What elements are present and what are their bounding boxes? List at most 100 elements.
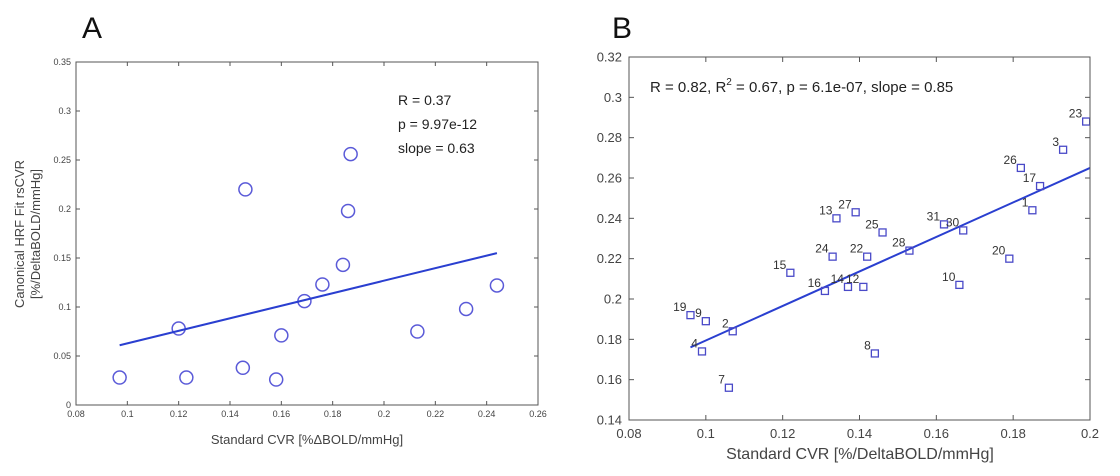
scatter-point	[828, 252, 837, 261]
panel-b: B 0.08 0.1 0.12 0.14 0.16 0.18 0.2 0.14 0.16 0.18…	[597, 12, 1099, 463]
panel-a-xlabel: Standard CVR [%ΔBOLD/mmHg]	[211, 432, 403, 447]
a-ytick-label: 0.1	[58, 302, 71, 312]
point-label: 22	[850, 242, 864, 256]
scatter-point	[235, 360, 251, 376]
scatter-point	[955, 280, 964, 290]
panel-a: A 0.08 0.1 0.12 0.14 0.16 0.18 0.2 0.22 0.24 0.26…	[12, 12, 547, 447]
a-xtick-label: 0.18	[324, 409, 342, 419]
b-xtick-label: 0.08	[616, 426, 641, 441]
scatter-point	[238, 182, 253, 197]
panel-a-letter: A	[82, 12, 102, 45]
point-label: 3	[1052, 135, 1059, 149]
scatter-point	[905, 246, 914, 255]
scatter-point	[728, 327, 737, 336]
scatter-point	[1005, 254, 1014, 263]
scatter-point	[724, 383, 734, 392]
b-xtick-label: 0.18	[1001, 426, 1026, 441]
scatter-point	[171, 321, 186, 336]
a-ytick-label: 0.05	[53, 351, 71, 361]
b-ytick-label: 0.22	[597, 251, 622, 266]
scatter-point	[786, 268, 795, 277]
scatter-point	[340, 203, 356, 219]
point-label: 20	[992, 244, 1006, 258]
scatter-point	[939, 220, 949, 229]
a-xtick-label: 0.14	[221, 409, 239, 419]
scatter-point	[843, 282, 853, 292]
point-label: 25	[865, 217, 879, 231]
scatter-point	[870, 349, 880, 358]
scatter-point	[343, 146, 358, 162]
point-label: 7	[718, 373, 725, 387]
panel-b-xlabel: Standard CVR [%/DeltaBOLD/mmHg]	[726, 446, 994, 463]
b-ytick-label: 0.18	[597, 332, 622, 347]
scatter-point	[179, 370, 194, 385]
panel-a-axes-box	[75, 61, 539, 406]
point-label: 24	[815, 242, 829, 256]
point-label: 19	[673, 300, 687, 314]
panel-b-stats: R = 0.82, R2 = 0.67, p = 6.1e-07, slope …	[650, 77, 953, 96]
panel-b-fit-line	[690, 167, 1091, 349]
b-ytick-label: 0.26	[597, 171, 622, 186]
scatter-point	[335, 257, 351, 273]
a-ytick-label: 0.35	[53, 57, 71, 67]
point-label: 16	[808, 276, 822, 290]
a-xtick-label: 0.24	[478, 409, 496, 419]
point-label: 13	[819, 203, 833, 217]
scatter-point	[1028, 206, 1037, 215]
scatter-point	[863, 252, 872, 261]
panel-a-ylabel-line2: [%/DeltaBOLD/mmHg]	[28, 169, 43, 299]
scatter-point	[701, 317, 710, 326]
scatter-point	[458, 301, 474, 317]
scatter-point	[1082, 117, 1091, 126]
scatter-point	[697, 347, 707, 356]
point-label: 17	[1023, 171, 1037, 185]
a-xtick-label: 0.16	[273, 409, 291, 419]
point-label: 1	[1022, 195, 1029, 209]
scatter-point	[878, 228, 887, 237]
scatter-point	[268, 372, 284, 387]
point-label: 30	[946, 215, 960, 229]
a-xtick-label: 0.2	[378, 409, 391, 419]
a-ytick-label: 0.15	[53, 253, 71, 263]
point-label: 12	[846, 272, 860, 286]
a-ytick-label: 0.3	[58, 106, 71, 116]
scatter-point	[820, 286, 830, 296]
b-xtick-label: 0.1	[697, 426, 715, 441]
a-xtick-label: 0.12	[170, 409, 188, 419]
b-ytick-label: 0.28	[597, 130, 622, 145]
a-ytick-label: 0.25	[53, 155, 71, 165]
b-xtick-label: 0.2	[1081, 426, 1099, 441]
scatter-point	[315, 277, 330, 292]
scatter-point	[832, 214, 841, 223]
a-xtick-label: 0.26	[529, 409, 547, 419]
scatter-point	[1058, 145, 1068, 154]
point-label: 27	[838, 197, 852, 211]
panel-a-fit-line	[119, 252, 498, 347]
scatter-point	[686, 310, 695, 320]
b-xtick-label: 0.12	[770, 426, 795, 441]
point-label: 14	[831, 272, 845, 286]
a-ytick-label: 0	[66, 400, 71, 410]
a-ytick-label: 0.2	[58, 204, 71, 214]
a-xtick-label: 0.22	[427, 409, 445, 419]
scatter-point	[489, 278, 505, 293]
point-label: 8	[864, 338, 871, 352]
point-label: 26	[1003, 153, 1017, 167]
b-ytick-label: 0.14	[597, 413, 622, 428]
scatter-point	[274, 328, 289, 343]
point-label: 10	[942, 270, 956, 284]
panel-a-ylabel-line1: Canonical HRF Fit rsCVR	[12, 160, 27, 308]
panel-b-letter: B	[612, 12, 632, 45]
a-xtick-label: 0.08	[67, 409, 85, 419]
point-label: 28	[892, 236, 906, 250]
scatter-point	[1016, 163, 1025, 173]
scatter-point	[112, 370, 127, 385]
a-xtick-label: 0.1	[121, 409, 134, 419]
panel-a-ticks: 0.08 0.1 0.12 0.14 0.16 0.18 0.2 0.22 0.24 0.26 0 0…	[53, 57, 546, 419]
scatter-point	[859, 282, 868, 292]
b-ytick-label: 0.24	[597, 211, 622, 226]
b-xtick-label: 0.16	[924, 426, 949, 441]
b-ytick-label: 0.2	[604, 292, 622, 307]
scatter-point	[959, 226, 968, 235]
